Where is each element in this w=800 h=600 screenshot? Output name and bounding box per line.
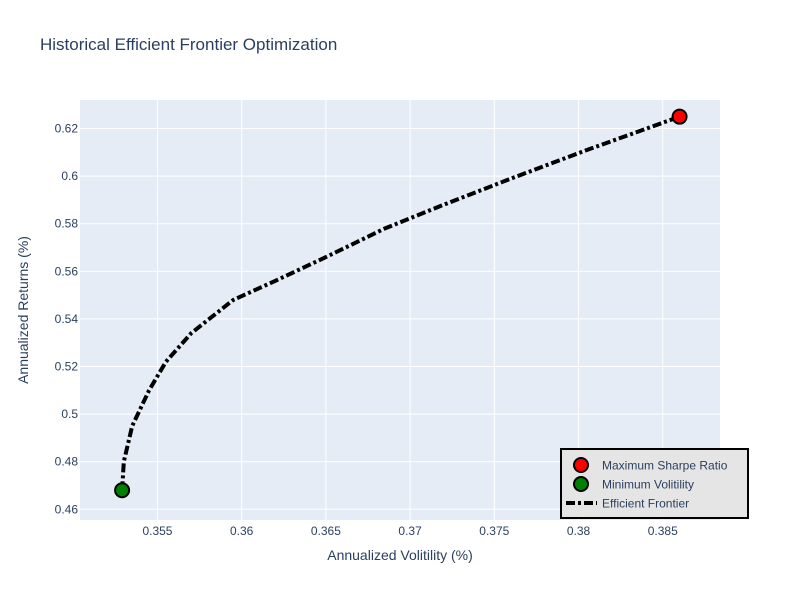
y-tick-label: 0.62 — [55, 122, 79, 136]
y-tick-label: 0.46 — [55, 502, 79, 516]
legend-marker-min-volitility — [573, 476, 589, 492]
max-sharpe-point — [671, 108, 688, 125]
legend-box — [560, 448, 749, 519]
min-volitility-point — [114, 482, 131, 499]
x-tick-label: 0.38 — [567, 524, 591, 538]
x-axis-title: Annualized Volitility (%) — [327, 547, 473, 563]
legend-label-efficient-frontier[interactable]: Efficient Frontier — [602, 497, 689, 511]
y-tick-label: 0.48 — [55, 455, 79, 469]
chart-title: Historical Efficient Frontier Optimizati… — [40, 35, 337, 54]
y-tick-label: 0.58 — [55, 217, 79, 231]
x-tick-label: 0.365 — [311, 524, 341, 538]
legend-label-max-sharpe[interactable]: Maximum Sharpe Ratio — [602, 459, 728, 473]
y-axis-ticks: 0.46 0.48 0.5 0.52 0.54 0.56 0.58 0.6 0.62 — [55, 122, 79, 517]
x-tick-label: 0.37 — [398, 524, 422, 538]
y-tick-label: 0.54 — [55, 312, 79, 326]
y-tick-label: 0.56 — [55, 264, 79, 278]
x-tick-label: 0.355 — [142, 524, 172, 538]
y-tick-label: 0.52 — [55, 360, 79, 374]
x-tick-label: 0.36 — [230, 524, 254, 538]
efficient-frontier-line — [120, 114, 681, 491]
legend-marker-max-sharpe — [573, 457, 589, 473]
x-tick-label: 0.385 — [648, 524, 678, 538]
series-layer — [114, 108, 688, 499]
x-axis-ticks: 0.355 0.36 0.365 0.37 0.375 0.38 0.385 — [142, 524, 678, 538]
x-tick-label: 0.375 — [479, 524, 509, 538]
y-tick-label: 0.5 — [61, 407, 78, 421]
legend[interactable]: Maximum Sharpe Ratio Minimum Volitility … — [560, 448, 749, 519]
y-axis-title: Annualized Returns (%) — [15, 236, 31, 384]
y-tick-label: 0.6 — [61, 169, 78, 183]
legend-label-min-volitility[interactable]: Minimum Volitility — [602, 478, 694, 492]
